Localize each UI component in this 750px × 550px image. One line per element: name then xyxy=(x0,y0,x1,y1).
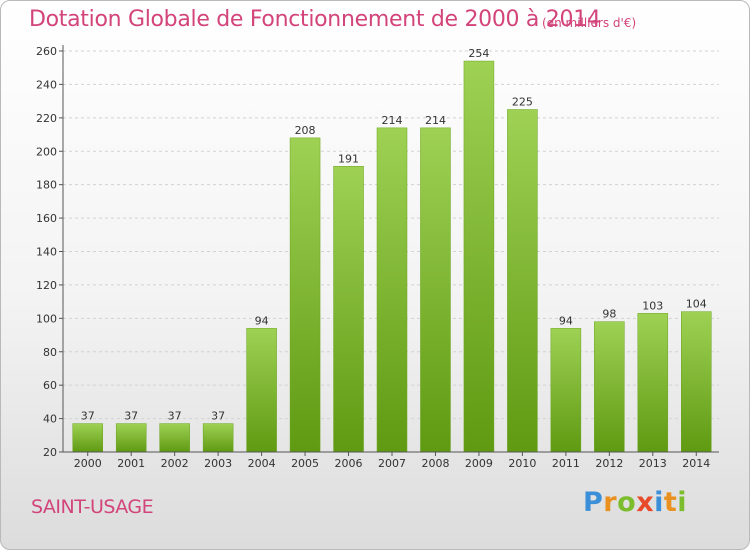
brand-letter: x xyxy=(636,487,655,518)
bar-2010 xyxy=(507,109,538,453)
brand-letter: P xyxy=(583,487,604,518)
y-tick-label-120: 120 xyxy=(36,279,57,292)
x-tick-label-2002: 2002 xyxy=(161,457,189,470)
data-label-2006: 191 xyxy=(338,152,359,165)
y-tick-label-220: 220 xyxy=(36,112,57,125)
bar-2012 xyxy=(594,321,625,453)
x-tick-label-2001: 2001 xyxy=(117,457,145,470)
bar-2000 xyxy=(72,423,103,453)
bar-2013 xyxy=(637,313,669,453)
data-label-2003: 37 xyxy=(211,410,225,423)
proxiti-logo[interactable]: Proxiti xyxy=(583,487,687,518)
x-tick-label-2000: 2000 xyxy=(74,457,102,470)
x-tick-label-2006: 2006 xyxy=(335,457,363,470)
x-tick-label-2003: 2003 xyxy=(204,457,232,470)
y-tick-label-160: 160 xyxy=(36,212,57,225)
data-label-2001: 37 xyxy=(124,410,138,423)
bar-2004 xyxy=(246,328,277,453)
y-tick-label-80: 80 xyxy=(43,346,57,359)
data-label-2012: 98 xyxy=(602,308,616,321)
x-tick-label-2013: 2013 xyxy=(639,457,667,470)
data-label-2000: 37 xyxy=(81,410,95,423)
bar-2009 xyxy=(463,60,495,453)
x-tick-label-2005: 2005 xyxy=(291,457,319,470)
brand-letter: o xyxy=(617,487,637,518)
y-tick-label-140: 140 xyxy=(36,246,57,259)
bar-2011 xyxy=(550,328,582,453)
x-tick-label-2014: 2014 xyxy=(682,457,710,470)
x-tick-label-2011: 2011 xyxy=(552,457,580,470)
y-tick-label-200: 200 xyxy=(36,145,57,158)
data-label-2007: 214 xyxy=(382,114,403,127)
x-tick-label-2009: 2009 xyxy=(465,457,493,470)
x-tick-label-2004: 2004 xyxy=(248,457,276,470)
brand-letter: t xyxy=(663,487,678,518)
data-label-2008: 214 xyxy=(425,114,446,127)
data-label-2002: 37 xyxy=(168,410,182,423)
y-tick-label-240: 240 xyxy=(36,78,57,91)
data-label-2010: 225 xyxy=(512,95,533,108)
x-tick-label-2008: 2008 xyxy=(421,457,449,470)
brand-letter: r xyxy=(603,487,618,518)
y-tick-label-60: 60 xyxy=(43,379,57,392)
bar-2014 xyxy=(681,311,712,453)
x-tick-label-2012: 2012 xyxy=(595,457,623,470)
bar-2006 xyxy=(333,166,364,453)
x-tick-label-2007: 2007 xyxy=(378,457,406,470)
y-tick-label-100: 100 xyxy=(36,312,57,325)
data-label-2005: 208 xyxy=(295,124,316,137)
brand-letter: i xyxy=(677,487,688,518)
x-tick-label-2010: 2010 xyxy=(508,457,536,470)
data-label-2014: 104 xyxy=(686,298,707,311)
chart-subtitle: (en milliers d'€) xyxy=(542,16,637,30)
y-tick-label-20: 20 xyxy=(43,446,57,459)
bar-2002 xyxy=(159,423,190,453)
data-label-2013: 103 xyxy=(642,299,663,312)
bar-2001 xyxy=(115,423,147,453)
bar-2005 xyxy=(289,137,321,453)
bar-2003 xyxy=(202,423,234,453)
y-tick-label-180: 180 xyxy=(36,179,57,192)
y-tick-label-40: 40 xyxy=(43,413,57,426)
commune-name: SAINT-USAGE xyxy=(31,496,154,518)
data-label-2009: 254 xyxy=(468,47,489,60)
bar-2008 xyxy=(420,127,451,453)
chart-title: Dotation Globale de Fonctionnement de 20… xyxy=(29,7,601,32)
bar-2007 xyxy=(376,127,408,453)
data-label-2011: 94 xyxy=(559,314,573,327)
brand-letter: i xyxy=(654,487,664,518)
y-tick-label-260: 260 xyxy=(36,45,57,58)
data-label-2004: 94 xyxy=(255,314,269,327)
